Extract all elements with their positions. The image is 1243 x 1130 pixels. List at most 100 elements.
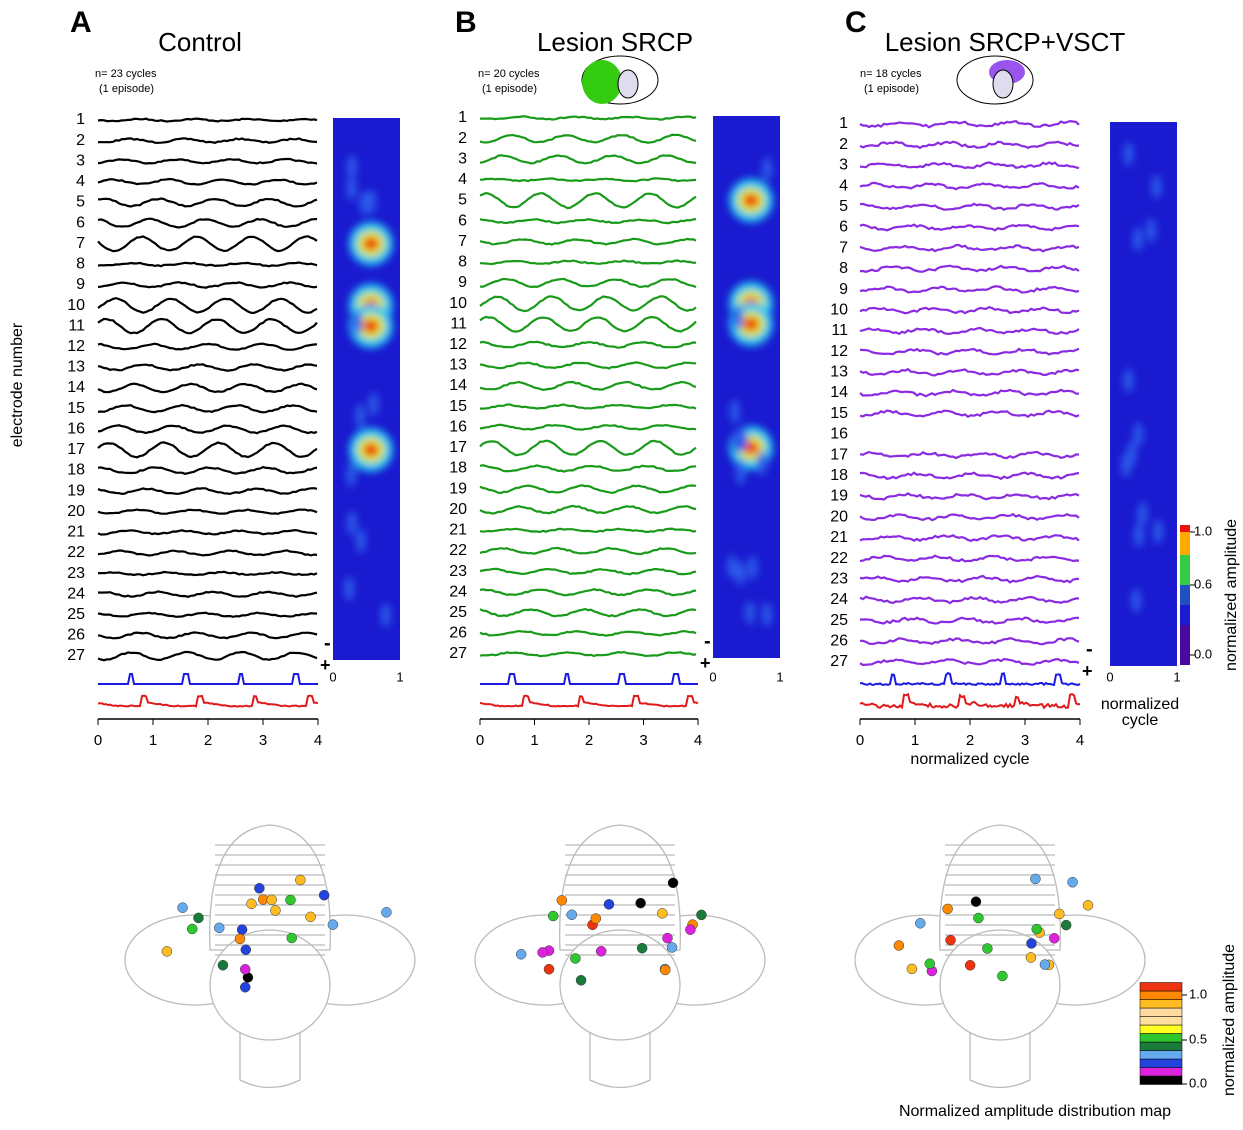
blob: [744, 600, 755, 625]
trace: [479, 464, 697, 473]
stimulus-trace: [479, 694, 699, 708]
trace: [859, 534, 1080, 542]
electrode-label: 23: [830, 570, 848, 587]
electrode-label: 27: [67, 647, 85, 664]
electrode-dot: [327, 919, 339, 930]
note: n= 20 cycles: [478, 68, 540, 80]
colorbar-segment: [1180, 525, 1190, 532]
blob: [1153, 519, 1164, 544]
trace: [479, 504, 697, 515]
electrode-dot: [964, 960, 976, 971]
electrode-label: 13: [67, 359, 85, 376]
electrode-dot: [556, 895, 568, 906]
electrode-label: 12: [449, 336, 467, 353]
trace: [479, 315, 697, 333]
blob: [380, 603, 391, 628]
blob: [1146, 218, 1157, 243]
electrode-label: 13: [830, 364, 848, 381]
electrode-dot: [1039, 959, 1051, 970]
cerebellum-map: [474, 824, 766, 1089]
trace: [479, 237, 697, 246]
electrode-dot: [515, 949, 527, 960]
trace: [479, 567, 697, 576]
trace: [479, 546, 697, 556]
electrode-dot: [213, 922, 225, 934]
electrode-label: 17: [67, 441, 85, 458]
electrode-dot: [973, 912, 984, 924]
blob: [756, 451, 767, 476]
trace: [859, 161, 1080, 170]
x-tick-label: 3: [1021, 732, 1029, 749]
map-outline: [239, 1029, 301, 1089]
blob: [352, 310, 363, 335]
electrode-dot: [239, 964, 251, 975]
trace: [859, 181, 1080, 191]
electrode-dot: [595, 946, 607, 957]
electrode-label: 26: [830, 633, 848, 650]
electrode-label: 20: [830, 508, 848, 525]
trace: [97, 117, 318, 123]
trace: [859, 554, 1080, 563]
colorbar-segment: [1139, 1033, 1183, 1043]
trace: [479, 295, 697, 313]
blob: [359, 191, 370, 216]
trace: [479, 361, 696, 370]
electrode-label: 14: [67, 379, 85, 396]
colorbar-segment: [1139, 1041, 1183, 1051]
electrode-label: 26: [67, 627, 85, 644]
blob: [1132, 227, 1143, 252]
electrode-label: 2: [839, 136, 848, 153]
map-outline: [559, 929, 681, 1041]
trace: [859, 492, 1080, 501]
electrode-dot: [590, 913, 602, 924]
electrode-dot: [636, 942, 648, 954]
electrode-label: 9: [458, 274, 467, 291]
electrode-dot: [285, 894, 296, 906]
trace: [479, 191, 697, 209]
electrode-label: 15: [449, 398, 467, 415]
panel-letter: B: [455, 6, 477, 39]
heatmap-x-label: normalized: [1101, 696, 1179, 713]
electrode-label: 7: [458, 233, 467, 250]
electrode-dot: [240, 944, 252, 955]
electrode-dot: [685, 924, 696, 935]
electrode-dot: [543, 963, 555, 975]
trace: [859, 409, 1080, 419]
electrode-label: 10: [67, 297, 85, 314]
electrode-dot: [537, 947, 548, 958]
trace: [479, 277, 697, 289]
blob: [1123, 141, 1134, 166]
electrode-dot: [575, 975, 587, 986]
electrode-label: 21: [449, 522, 467, 539]
trace: [859, 471, 1080, 481]
electrode-label: 20: [449, 501, 467, 518]
electrode-label: 5: [458, 192, 467, 209]
electrode-dot: [566, 909, 578, 920]
trace: [97, 424, 318, 435]
stimulus-trace: [98, 673, 318, 685]
x-tick-label: 2: [585, 732, 593, 749]
electrode-label: 18: [449, 460, 467, 477]
electrode-dot: [1030, 873, 1041, 885]
trace: [479, 259, 697, 266]
trace: [97, 487, 318, 496]
trace: [479, 340, 697, 349]
trace: [480, 115, 697, 121]
colorbar-tick-label: 0.0: [1189, 1075, 1207, 1090]
electrode-dot: [906, 963, 918, 975]
blob: [368, 392, 379, 417]
blob: [363, 236, 379, 251]
trace: [859, 574, 1080, 584]
electrode-label: 1: [458, 109, 467, 126]
electrode-label: 1: [839, 115, 848, 132]
electrode-label: 16: [67, 420, 85, 437]
panel-letter: A: [70, 6, 92, 39]
electrode-dot: [970, 896, 982, 907]
polarity: -: [704, 630, 711, 652]
trace: [97, 465, 318, 475]
electrode-dot: [295, 874, 306, 886]
electrode-label: 4: [839, 177, 848, 194]
trace: [859, 367, 1080, 377]
blob: [743, 317, 759, 332]
colorbar-segment: [1180, 585, 1190, 605]
